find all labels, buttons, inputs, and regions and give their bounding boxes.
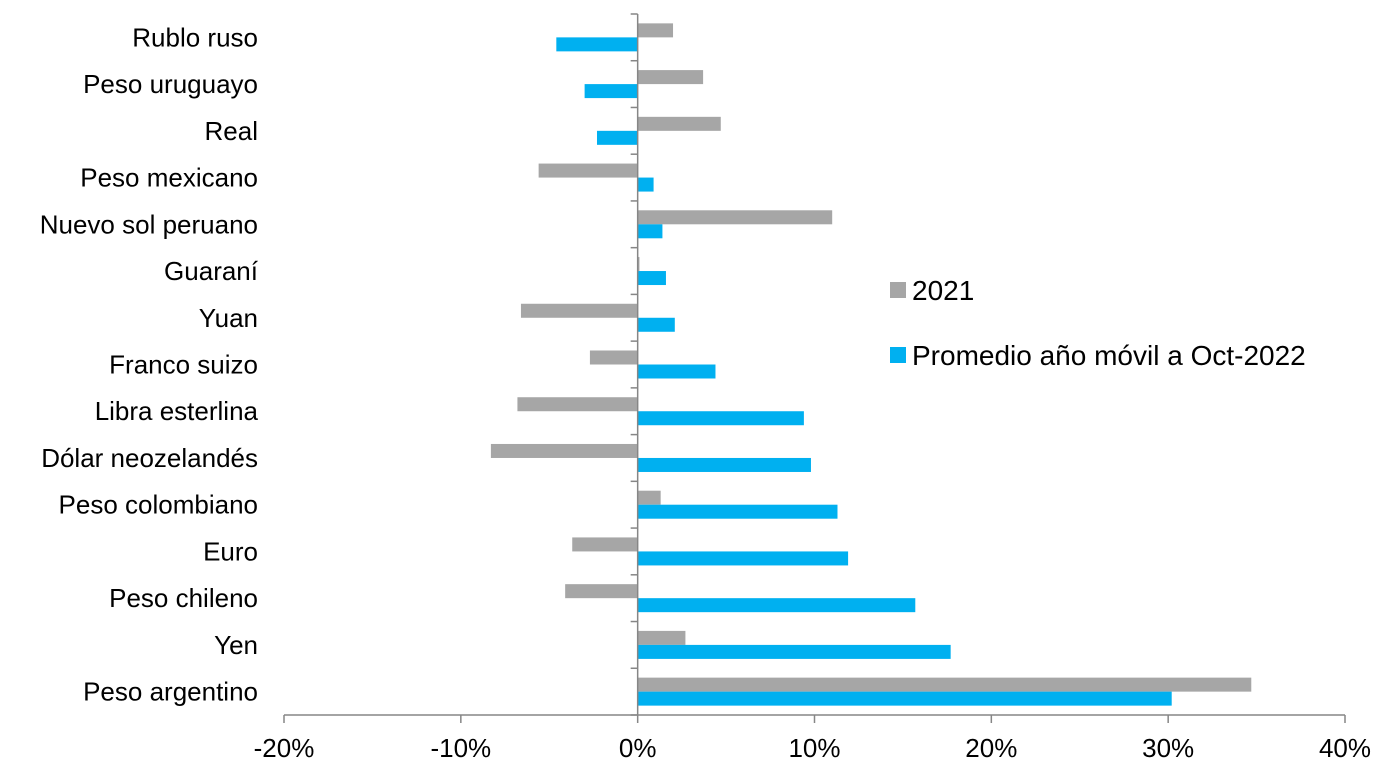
category-label: Dólar neozelandés [41, 443, 258, 473]
category-label: Real [205, 116, 258, 146]
bar [584, 84, 638, 99]
bar [637, 644, 951, 659]
x-tick-label: 30% [1142, 733, 1194, 763]
bar [637, 504, 838, 519]
category-label: Rublo ruso [132, 22, 258, 52]
bar [637, 677, 1252, 692]
bars-group [490, 23, 1252, 706]
bar [637, 257, 640, 272]
category-label: Peso colombiano [59, 490, 258, 520]
legend-label: 2021 [912, 275, 974, 306]
x-tick-label: 40% [1319, 733, 1371, 763]
bar [490, 443, 638, 458]
bar [637, 271, 666, 286]
legend-swatch [890, 282, 906, 298]
bar [596, 130, 638, 145]
labels-group: Rublo ruso Peso uruguayo Real Peso mexicano… [40, 22, 1371, 763]
bar [565, 584, 638, 599]
bar [520, 303, 638, 318]
category-label: Franco suizo [109, 350, 258, 380]
bar [556, 37, 638, 52]
x-tick-label: 20% [965, 733, 1017, 763]
bar [517, 397, 638, 412]
legend-label: Promedio año móvil a Oct-2022 [912, 340, 1306, 371]
bar [637, 210, 833, 225]
x-tick-label: 0% [619, 733, 657, 763]
axes-group [283, 13, 1346, 723]
bar [637, 691, 1172, 706]
bar [589, 350, 638, 365]
bar [637, 598, 916, 613]
bar [637, 116, 721, 131]
category-label: Nuevo sol peruano [40, 209, 258, 239]
bar [637, 177, 654, 192]
bar [637, 490, 661, 505]
bar [637, 23, 674, 38]
bar [637, 70, 704, 85]
category-label: Guaraní [164, 256, 259, 286]
legend: 2021 Promedio año móvil a Oct-2022 [890, 275, 1306, 371]
category-label: Yuan [199, 303, 258, 333]
bar [538, 163, 638, 178]
category-label: Euro [203, 536, 258, 566]
bar [637, 551, 849, 566]
category-label: Peso uruguayo [83, 69, 258, 99]
x-tick-label: 10% [788, 733, 840, 763]
x-tick-label: -10% [430, 733, 491, 763]
bar [637, 364, 716, 379]
category-label: Peso argentino [83, 677, 258, 707]
category-label: Peso chileno [109, 583, 258, 613]
bar [637, 630, 686, 645]
bar [637, 457, 811, 472]
category-label: Peso mexicano [80, 163, 258, 193]
bar [572, 537, 638, 552]
category-label: Libra esterlina [95, 396, 259, 426]
bar [637, 411, 804, 426]
bar [637, 224, 663, 239]
bar [637, 317, 675, 332]
x-tick-label: -20% [254, 733, 315, 763]
category-label: Yen [214, 630, 258, 660]
legend-swatch [890, 347, 906, 363]
